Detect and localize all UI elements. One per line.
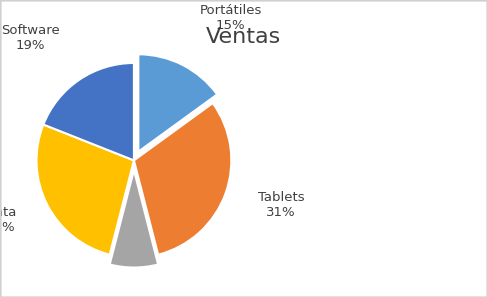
- Wedge shape: [43, 63, 134, 160]
- Wedge shape: [37, 124, 134, 255]
- Text: Tablets
31%: Tablets 31%: [258, 191, 304, 219]
- Wedge shape: [134, 103, 231, 255]
- Wedge shape: [138, 54, 217, 152]
- Text: Portátiles
15%: Portátiles 15%: [199, 4, 262, 32]
- Text: Ventas: Ventas: [206, 27, 281, 47]
- Text: Software
19%: Software 19%: [1, 23, 60, 52]
- Wedge shape: [110, 170, 158, 268]
- Text: Tinta
27%: Tinta 27%: [0, 206, 17, 234]
